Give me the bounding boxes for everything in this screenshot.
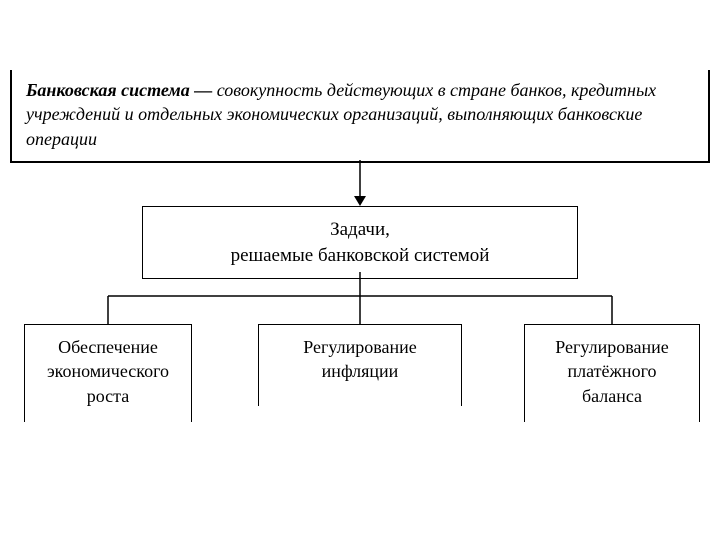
leaf-0-line2: экономического: [31, 359, 185, 383]
tasks-line2: решаемые банковской системой: [163, 243, 557, 269]
definition-term: Банковская система —: [26, 80, 212, 100]
leaf-box-1: Регулирование инфляции: [258, 324, 462, 406]
leaf-2-line2: платёжного: [531, 359, 693, 383]
definition-box: Банковская система — совокупность действ…: [10, 70, 710, 163]
leaf-1-line1: Регулирование: [265, 335, 455, 359]
leaf-2-line3: баланса: [531, 384, 693, 408]
leaf-box-0: Обеспечение экономического роста: [24, 324, 192, 422]
tasks-line1: Задачи,: [163, 217, 557, 243]
tasks-box: Задачи, решаемые банковской системой: [142, 206, 578, 279]
leaf-0-line1: Обеспечение: [31, 335, 185, 359]
leaf-1-line2: инфляции: [265, 359, 455, 383]
leaf-box-2: Регулирование платёжного баланса: [524, 324, 700, 422]
leaf-2-line1: Регулирование: [531, 335, 693, 359]
leaf-0-line3: роста: [31, 384, 185, 408]
